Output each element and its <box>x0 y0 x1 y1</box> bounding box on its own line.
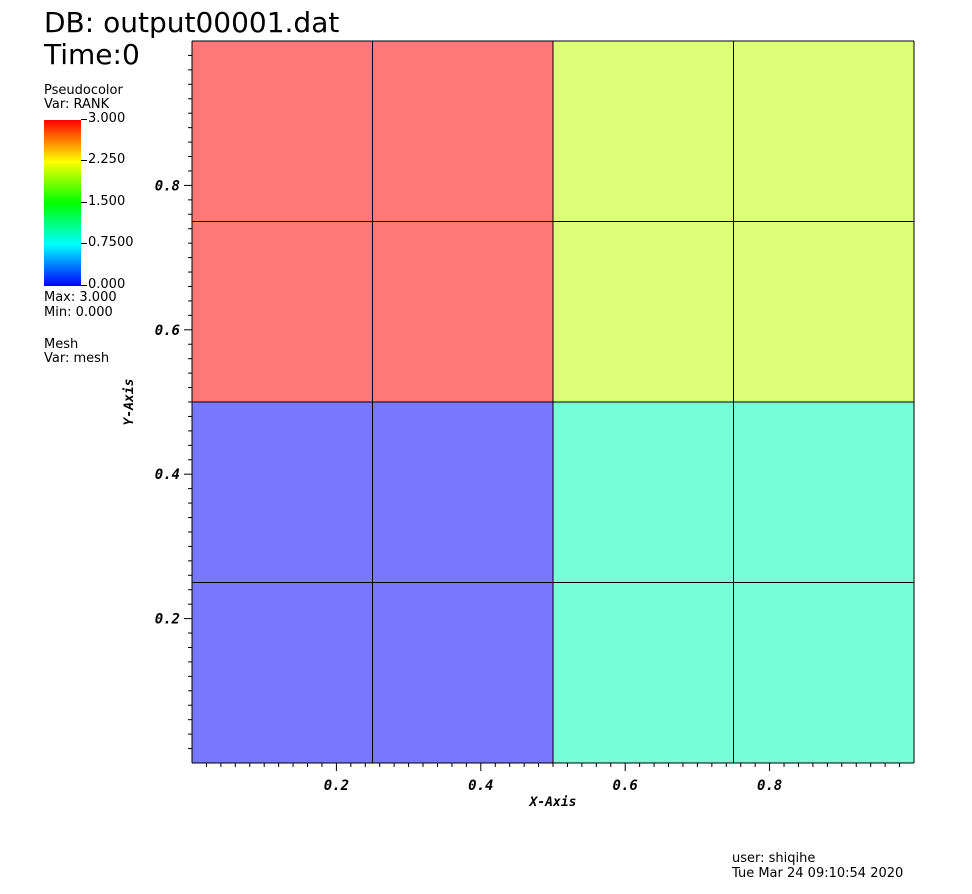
x-tick-label: 0.4 <box>468 778 493 794</box>
footer-user: user: shiqihe <box>732 851 816 866</box>
colorbar-tick-label: 0.7500 <box>88 235 134 250</box>
legend-max: Max: 3.000 <box>44 290 117 305</box>
time-title: Time:0 <box>44 38 140 71</box>
legend-var: Var: RANK <box>44 97 110 112</box>
colorbar-tick-label: 1.500 <box>88 194 126 209</box>
legend-min: Min: 0.000 <box>44 305 113 320</box>
y-axis-title: Y-Axis <box>122 379 137 426</box>
colorbar-tick-mark <box>81 202 87 203</box>
colorbar <box>44 120 81 286</box>
x-tick-label: 0.8 <box>757 778 782 794</box>
legend-mesh-var: Var: mesh <box>44 351 110 366</box>
colorbar-tick-label: 3.000 <box>88 111 126 126</box>
colorbar-tick-mark <box>81 160 87 161</box>
db-title: DB: output00001.dat <box>44 6 340 39</box>
y-tick-label: 0.6 <box>155 323 180 339</box>
legend-mesh-title: Mesh <box>44 337 79 352</box>
footer-date: Tue Mar 24 09:10:54 2020 <box>732 866 904 881</box>
colorbar-tick-label: 2.250 <box>88 152 126 167</box>
colorbar-tick-mark <box>81 285 87 286</box>
colorbar-tick-label: 0.000 <box>88 277 126 292</box>
colorbar-tick-mark <box>81 119 87 120</box>
y-tick-label: 0.4 <box>155 467 180 483</box>
x-tick-label: 0.6 <box>613 778 638 794</box>
x-axis-title: X-Axis <box>529 795 577 810</box>
colorbar-tick-mark <box>81 243 87 244</box>
x-tick-label: 0.2 <box>324 778 349 794</box>
legend-plot-type: Pseudocolor <box>44 83 123 98</box>
y-tick-label: 0.8 <box>155 178 180 194</box>
y-tick-label: 0.2 <box>155 612 180 628</box>
